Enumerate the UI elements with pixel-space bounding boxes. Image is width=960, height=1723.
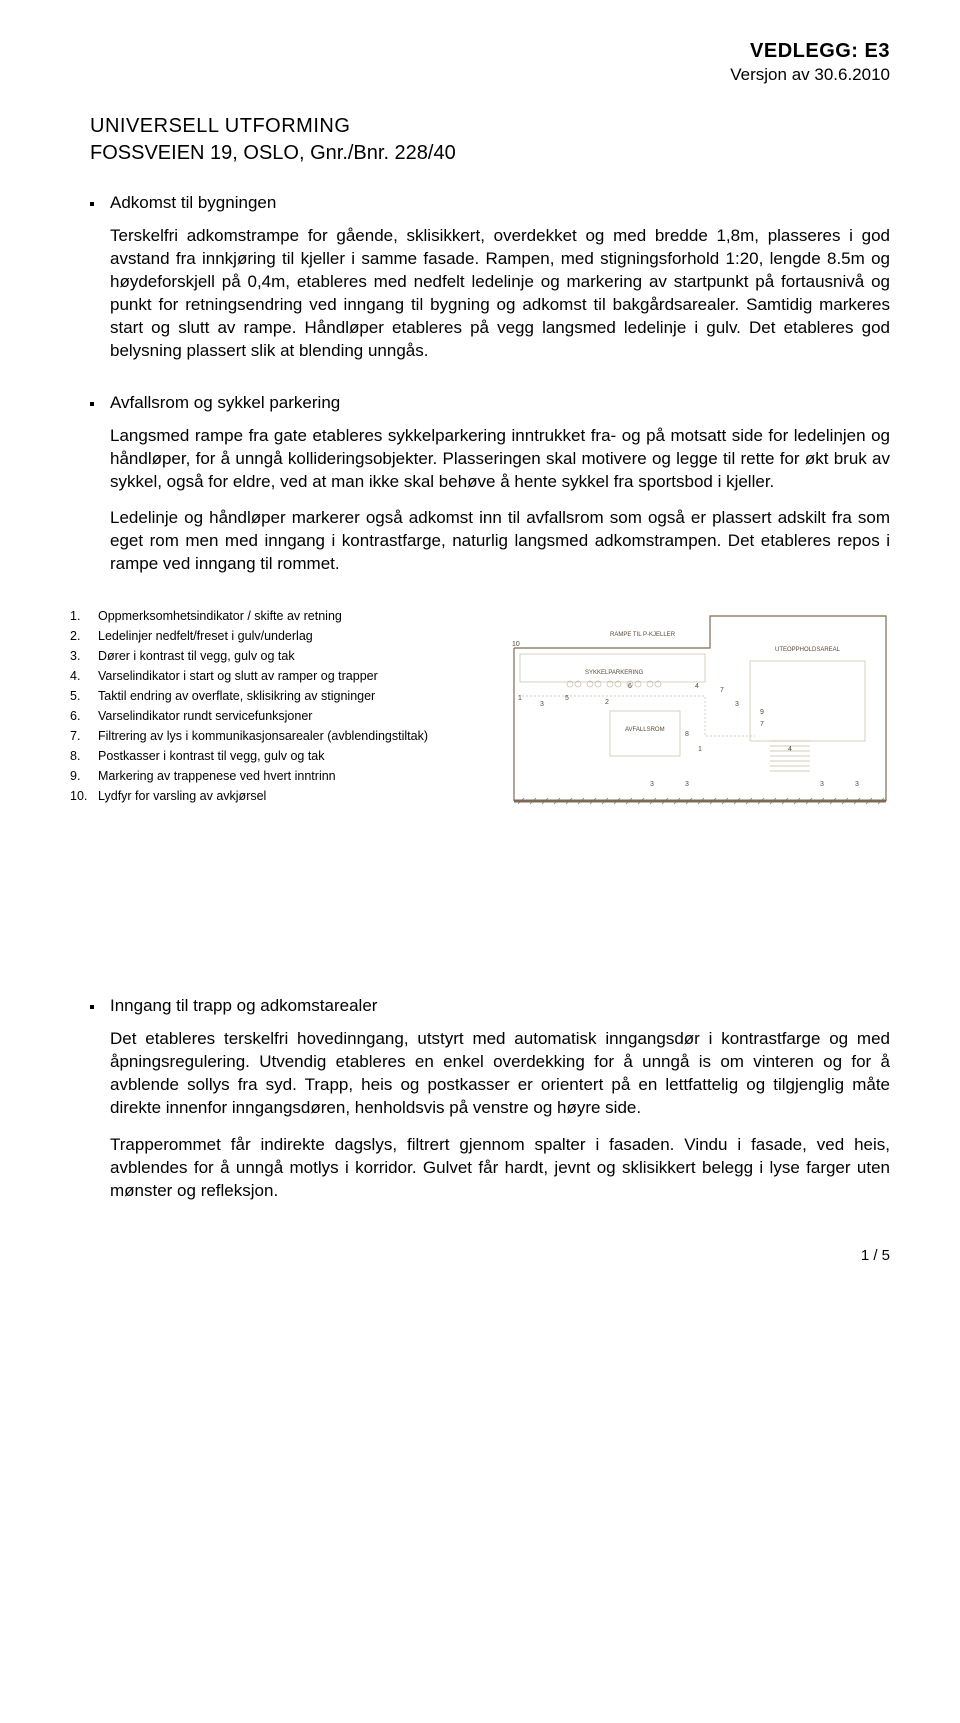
list-text: Postkasser i kontrast til vegg, gulv og … <box>98 746 325 766</box>
marker-num: 1 <box>698 746 702 753</box>
bullet-icon <box>90 202 94 206</box>
list-text: Filtrering av lys i kommunikasjonsareale… <box>98 726 428 746</box>
list-num: 8. <box>70 746 98 766</box>
list-text: Varselindikator i start og slutt av ramp… <box>98 666 378 686</box>
list-text: Ledelinjer nedfelt/freset i gulv/underla… <box>98 626 313 646</box>
marker-num: 6 <box>628 683 632 690</box>
list-text: Lydfyr for varsling av avkjørsel <box>98 786 266 806</box>
page-number: 1 / 5 <box>70 1247 890 1264</box>
floorplan-diagram: RAMPE TIL P-KJELLER UTEOPPHOLDSAREAL SYK… <box>510 606 890 806</box>
list-num: 7. <box>70 726 98 746</box>
list-item: 5.Taktil endring av overflate, sklisikri… <box>70 686 498 706</box>
list-text: Oppmerksomhetsindikator / skifte av retn… <box>98 606 342 626</box>
marker-num: 2 <box>605 699 609 706</box>
list-text: Markering av trappenese ved hvert inntri… <box>98 766 336 786</box>
list-and-diagram: 1.Oppmerksomhetsindikator / skifte av re… <box>70 606 890 806</box>
list-num: 1. <box>70 606 98 626</box>
list-num: 5. <box>70 686 98 706</box>
marker-num: 4 <box>788 746 792 753</box>
paragraph: Langsmed rampe fra gate etableres sykkel… <box>110 425 890 494</box>
bullet-icon <box>90 1005 94 1009</box>
list-item: 8.Postkasser i kontrast til vegg, gulv o… <box>70 746 498 766</box>
section-body: Inngang til trapp og adkomstarealer Det … <box>110 996 890 1217</box>
paragraph: Det etableres terskelfri hovedinngang, u… <box>110 1028 890 1120</box>
marker-num: 10 <box>512 641 520 648</box>
marker-num: 7 <box>720 687 724 694</box>
marker-num: 1 <box>518 695 522 702</box>
numbered-list: 1.Oppmerksomhetsindikator / skifte av re… <box>70 606 498 806</box>
list-text: Varselindikator rundt servicefunksjoner <box>98 706 312 726</box>
list-item: 2.Ledelinjer nedfelt/freset i gulv/under… <box>70 626 498 646</box>
section-avfall: Avfallsrom og sykkel parkering Langsmed … <box>70 393 890 591</box>
diagram-label-rampe: RAMPE TIL P-KJELLER <box>610 632 676 638</box>
list-num: 6. <box>70 706 98 726</box>
marker-num: 3 <box>855 781 859 788</box>
list-num: 10. <box>70 786 98 806</box>
marker-num: 3 <box>540 701 544 708</box>
list-text: Dører i kontrast til vegg, gulv og tak <box>98 646 295 666</box>
list-item: 4.Varselindikator i start og slutt av ra… <box>70 666 498 686</box>
list-num: 9. <box>70 766 98 786</box>
vedlegg-label: VEDLEGG: E3 <box>70 40 890 63</box>
section-heading: Inngang til trapp og adkomstarealer <box>110 996 890 1016</box>
list-num: 3. <box>70 646 98 666</box>
marker-num: 9 <box>760 709 764 716</box>
section-adkomst: Adkomst til bygningen Terskelfri adkomst… <box>70 193 890 377</box>
section-heading: Adkomst til bygningen <box>110 193 890 213</box>
diagram-label-avfall: AVFALLSROM <box>625 727 665 733</box>
marker-num: 8 <box>685 731 689 738</box>
list-item: 3.Dører i kontrast til vegg, gulv og tak <box>70 646 498 666</box>
title-line-1: UNIVERSELL UTFORMING <box>90 115 890 138</box>
title-block: UNIVERSELL UTFORMING FOSSVEIEN 19, OSLO,… <box>90 115 890 165</box>
section-body: Adkomst til bygningen Terskelfri adkomst… <box>110 193 890 377</box>
list-num: 4. <box>70 666 98 686</box>
bullet-icon <box>90 402 94 406</box>
marker-num: 4 <box>695 683 699 690</box>
paragraph: Ledelinje og håndløper markerer også adk… <box>110 507 890 576</box>
header-right: VEDLEGG: E3 Versjon av 30.6.2010 <box>70 40 890 85</box>
paragraph: Trapperommet får indirekte dagslys, filt… <box>110 1134 890 1203</box>
list-item: 6.Varselindikator rundt servicefunksjone… <box>70 706 498 726</box>
list-item: 9.Markering av trappenese ved hvert innt… <box>70 766 498 786</box>
section-inngang: Inngang til trapp og adkomstarealer Det … <box>70 996 890 1217</box>
section-body: Avfallsrom og sykkel parkering Langsmed … <box>110 393 890 591</box>
list-text: Taktil endring av overflate, sklisikring… <box>98 686 375 706</box>
marker-num: 5 <box>565 695 569 702</box>
version-label: Versjon av 30.6.2010 <box>70 65 890 85</box>
marker-num: 3 <box>650 781 654 788</box>
floorplan-svg: RAMPE TIL P-KJELLER UTEOPPHOLDSAREAL SYK… <box>510 606 890 806</box>
marker-num: 7 <box>760 721 764 728</box>
content: Adkomst til bygningen Terskelfri adkomst… <box>70 193 890 1217</box>
diagram-label-uteopphold: UTEOPPHOLDSAREAL <box>775 647 841 653</box>
diagram-label-sykkel: SYKKELPARKERING <box>585 670 644 676</box>
marker-num: 3 <box>685 781 689 788</box>
section-heading: Avfallsrom og sykkel parkering <box>110 393 890 413</box>
list-num: 2. <box>70 626 98 646</box>
spacer <box>70 846 890 996</box>
marker-num: 3 <box>820 781 824 788</box>
list-item: 7.Filtrering av lys i kommunikasjonsarea… <box>70 726 498 746</box>
marker-num: 3 <box>735 701 739 708</box>
paragraph: Terskelfri adkomstrampe for gående, skli… <box>110 225 890 363</box>
list-item: 10.Lydfyr for varsling av avkjørsel <box>70 786 498 806</box>
title-line-2: FOSSVEIEN 19, OSLO, Gnr./Bnr. 228/40 <box>90 142 890 165</box>
list-item: 1.Oppmerksomhetsindikator / skifte av re… <box>70 606 498 626</box>
